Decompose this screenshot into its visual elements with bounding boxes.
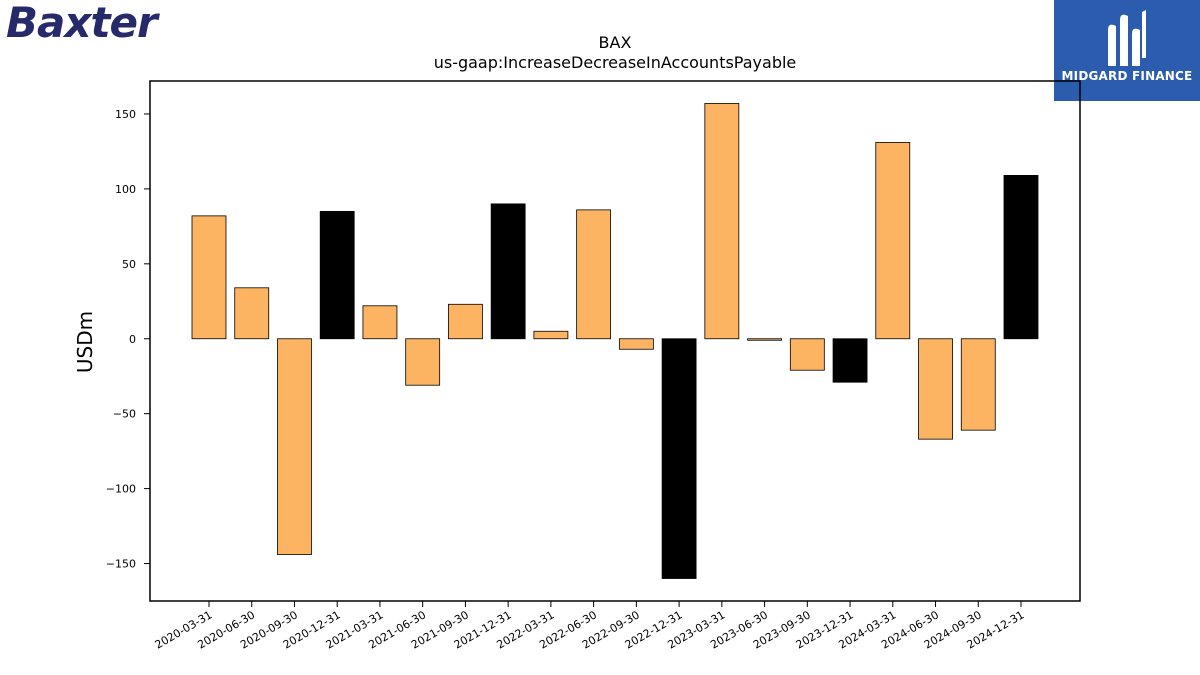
bar [832, 338, 868, 383]
plot-frame [149, 80, 1081, 602]
y-tick-label: 0 [129, 333, 136, 346]
chart-subtitle: us-gaap:IncreaseDecreaseInAccountsPayabl… [434, 53, 797, 72]
bar [234, 287, 270, 340]
bar [362, 305, 398, 340]
bar [960, 338, 996, 431]
bar [576, 209, 612, 340]
bar [789, 338, 825, 371]
bar [704, 103, 740, 340]
y-tick-label: 100 [115, 183, 136, 196]
bar [533, 330, 569, 340]
y-tick-label: −100 [106, 483, 136, 496]
partner-logo-text: MIDGARD FINANCE [1061, 69, 1193, 83]
company-logo: Baxter [6, 0, 158, 47]
bar [747, 338, 782, 341]
bar [618, 338, 654, 350]
bar [875, 142, 911, 340]
y-tick-label: −150 [106, 558, 136, 571]
y-axis-label: USDm [73, 311, 97, 373]
bar [1003, 175, 1039, 340]
bar [191, 215, 227, 340]
x-axis: 2020-03-312020-06-302020-09-302020-12-31… [153, 601, 1027, 652]
bar [490, 203, 526, 340]
bar [661, 338, 697, 579]
bar [918, 338, 953, 440]
bar [448, 303, 483, 340]
bar [405, 338, 441, 386]
partner-mark-icon [1108, 10, 1146, 67]
y-tick-label: 150 [115, 108, 136, 121]
bar [319, 210, 355, 340]
partner-logo: MIDGARD FINANCE [1054, 0, 1200, 101]
y-tick-label: 50 [122, 258, 136, 271]
y-axis: 150 100 50 0 −50 −100 −150 [106, 108, 150, 571]
y-tick-label: −50 [113, 408, 136, 421]
bar [277, 338, 312, 555]
bars-group [191, 103, 1039, 579]
chart-title: BAX [599, 33, 632, 52]
